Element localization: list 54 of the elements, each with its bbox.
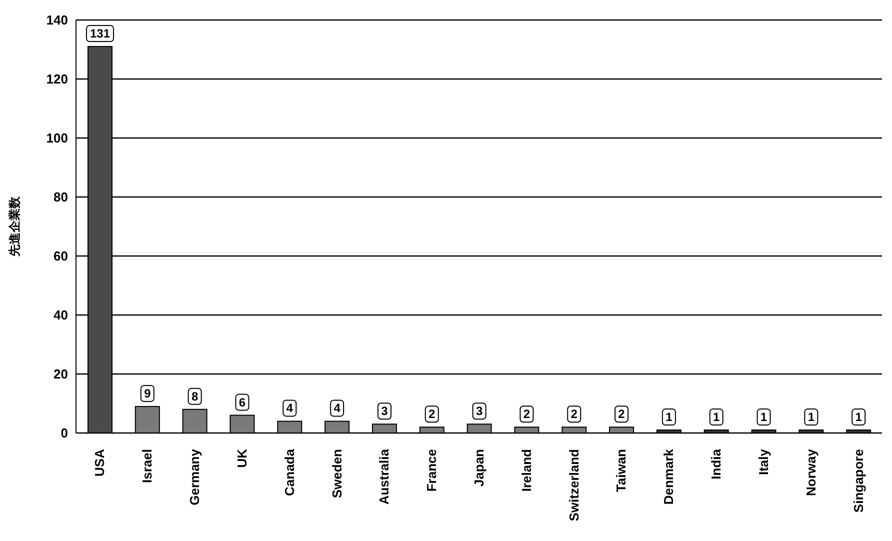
data-label: 2 xyxy=(618,407,626,422)
x-tick-label: Switzerland xyxy=(566,448,582,522)
bar xyxy=(230,414,255,433)
x-tick-label: Israel xyxy=(140,449,155,483)
x-tick-label: Germany xyxy=(187,448,202,506)
y-tick-label: 0 xyxy=(60,426,68,441)
x-tick-label: France xyxy=(424,449,440,492)
y-tick-label: 120 xyxy=(46,72,68,87)
data-label: 1 xyxy=(713,410,720,424)
data-label: 3 xyxy=(476,404,483,418)
x-tick-label: Ireland xyxy=(518,448,534,492)
y-tick-label: 60 xyxy=(54,248,68,264)
data-label: 1 xyxy=(666,410,673,424)
bar xyxy=(182,408,208,433)
data-label: 2 xyxy=(570,407,578,422)
y-tick-label: 20 xyxy=(54,366,68,382)
data-label: 131 xyxy=(90,26,110,41)
x-tick-label: India xyxy=(708,448,724,480)
data-label: 1 xyxy=(855,410,862,424)
bar xyxy=(466,424,492,433)
data-label: 1 xyxy=(760,410,768,424)
data-label: 4 xyxy=(334,401,341,416)
data-label: 3 xyxy=(381,404,388,418)
data-label: 2 xyxy=(523,407,530,422)
x-tick-label: Canada xyxy=(282,448,297,496)
data-label: 6 xyxy=(238,395,246,410)
y-tick-label: 80 xyxy=(54,190,68,205)
x-tick-label: Australia xyxy=(376,448,392,505)
x-tick-label: Sweden xyxy=(329,448,344,498)
bar xyxy=(514,426,540,433)
data-label: 1 xyxy=(808,410,815,424)
y-tick-label: 140 xyxy=(46,12,68,28)
x-tick-label: Italy xyxy=(756,448,771,476)
bar xyxy=(324,420,350,433)
bar xyxy=(277,420,302,433)
bar xyxy=(372,424,397,433)
x-tick-label: Norway xyxy=(803,448,818,496)
x-tick-label: Singapore xyxy=(850,449,866,513)
x-tick-label: UK xyxy=(234,448,250,468)
bar xyxy=(562,426,587,433)
data-label: 9 xyxy=(144,386,152,400)
y-tick-label: 40 xyxy=(54,308,68,323)
y-axis-title: 先進企業数 xyxy=(7,196,22,258)
data-label: 2 xyxy=(428,407,436,422)
data-label: 8 xyxy=(191,389,198,404)
data-label: 4 xyxy=(286,401,294,416)
x-tick-label: Japan xyxy=(472,448,486,487)
x-tick-label: Taiwan xyxy=(614,448,629,492)
bar xyxy=(419,426,444,433)
y-tick-label: 100 xyxy=(46,130,68,146)
bar xyxy=(134,406,160,433)
x-tick-label: Denmark xyxy=(661,448,676,505)
x-tick-label: USA xyxy=(92,448,108,476)
bar xyxy=(609,426,634,433)
